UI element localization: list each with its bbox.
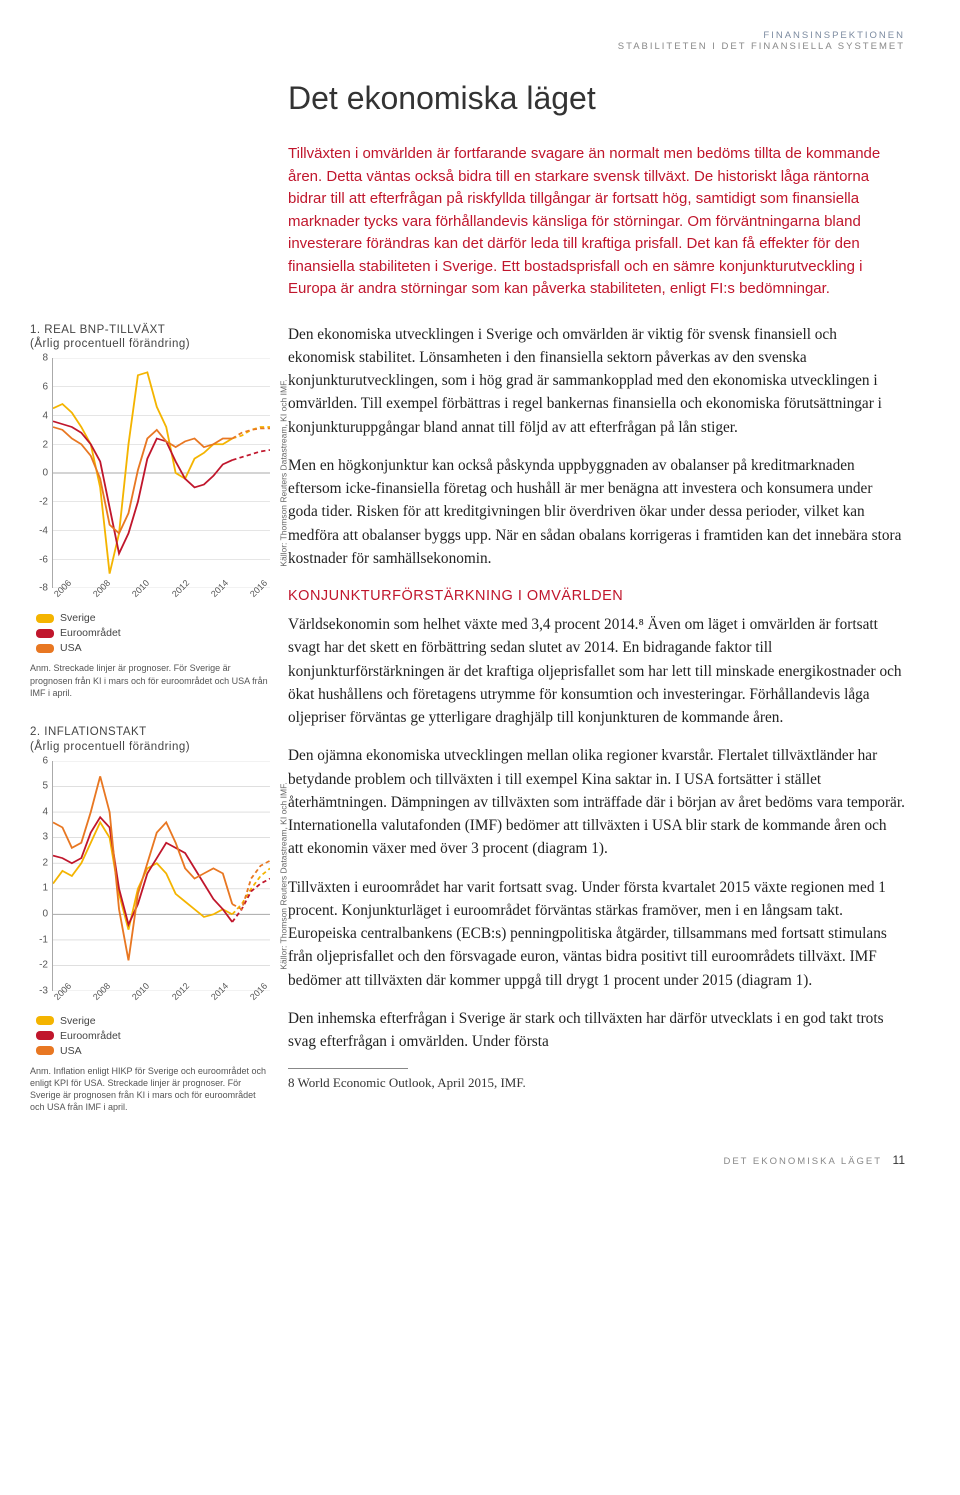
chart-2-block: 2. INFLATIONSTAKT (Årlig procentuell för…	[30, 725, 270, 1113]
footnote-rule	[288, 1068, 408, 1069]
chart-1-y-axis: 86420-2-4-6-8	[30, 358, 52, 588]
chart-1-block: 1. REAL BNP-TILLVÄXT (Årlig procentuell …	[30, 323, 270, 699]
main-column: Den ekonomiska utvecklingen i Sverige oc…	[288, 323, 905, 1140]
chart-1-source: Källor: Thomson Reuters Datastream, KI o…	[278, 380, 288, 567]
chart-1-title: 1. REAL BNP-TILLVÄXT (Årlig procentuell …	[30, 323, 270, 353]
body-p1: Den ekonomiska utvecklingen i Sverige oc…	[288, 323, 905, 439]
chart-2-source: Källor: Thomson Reuters Datastream, KI o…	[278, 782, 288, 969]
body-p5: Tillväxten i euroområdet har varit forts…	[288, 876, 905, 992]
chart-1-plot: Källor: Thomson Reuters Datastream, KI o…	[52, 358, 270, 588]
header-meta: FINANSINSPEKTIONEN STABILITETEN I DET FI…	[30, 30, 905, 52]
chart-2-y-axis: 6543210-1-2-3	[30, 761, 52, 991]
chart-2-title-num: 2. INFLATIONSTAKT	[30, 726, 147, 738]
footer-page-number: 11	[893, 1153, 905, 1167]
chart-1-legend: SverigeEuroområdetUSA	[36, 612, 270, 654]
chart-2-legend: SverigeEuroområdetUSA	[36, 1015, 270, 1057]
chart-2-note: Anm. Inflation enligt HIKP för Sverige o…	[30, 1065, 270, 1114]
chart-1-plot-wrap: 86420-2-4-6-8 Källor: Thomson Reuters Da…	[30, 358, 270, 588]
page-title: Det ekonomiska läget	[288, 80, 905, 117]
page-footer: DET EKONOMISKA LÄGET 11	[30, 1153, 905, 1167]
footer-label: DET EKONOMISKA LÄGET	[723, 1156, 881, 1167]
sidebar: 1. REAL BNP-TILLVÄXT (Årlig procentuell …	[30, 323, 270, 1140]
footnote: 8 World Economic Outlook, April 2015, IM…	[288, 1073, 905, 1093]
header-doc: STABILITETEN I DET FINANSIELLA SYSTEMET	[30, 41, 905, 52]
chart-1-x-axis: 200620082010201220142016	[52, 592, 270, 602]
chart-2-x-axis: 200620082010201220142016	[52, 995, 270, 1005]
header-org: FINANSINSPEKTIONEN	[30, 30, 905, 41]
chart-1-note: Anm. Streckade linjer är prognoser. För …	[30, 662, 270, 698]
chart-2-subtitle: (Årlig procentuell förändring)	[30, 741, 190, 753]
chart-2-plot: Källor: Thomson Reuters Datastream, KI o…	[52, 761, 270, 991]
chart-2-title: 2. INFLATIONSTAKT (Årlig procentuell för…	[30, 725, 270, 755]
chart-1-title-num: 1. REAL BNP-TILLVÄXT	[30, 324, 165, 336]
intro-paragraph: Tillväxten i omvärlden är fortfarande sv…	[288, 143, 905, 301]
body-p4: Den ojämna ekonomiska utvecklingen mella…	[288, 744, 905, 860]
body-p6: Den inhemska efterfrågan i Sverige är st…	[288, 1007, 905, 1054]
chart-1-subtitle: (Årlig procentuell förändring)	[30, 338, 190, 350]
body-p3: Världsekonomin som helhet växte med 3,4 …	[288, 613, 905, 729]
section-heading: KONJUNKTURFÖRSTÄRKNING I OMVÄRLDEN	[288, 585, 905, 607]
chart-2-plot-wrap: 6543210-1-2-3 Källor: Thomson Reuters Da…	[30, 761, 270, 991]
body-p2: Men en högkonjunktur kan också påskynda …	[288, 454, 905, 570]
